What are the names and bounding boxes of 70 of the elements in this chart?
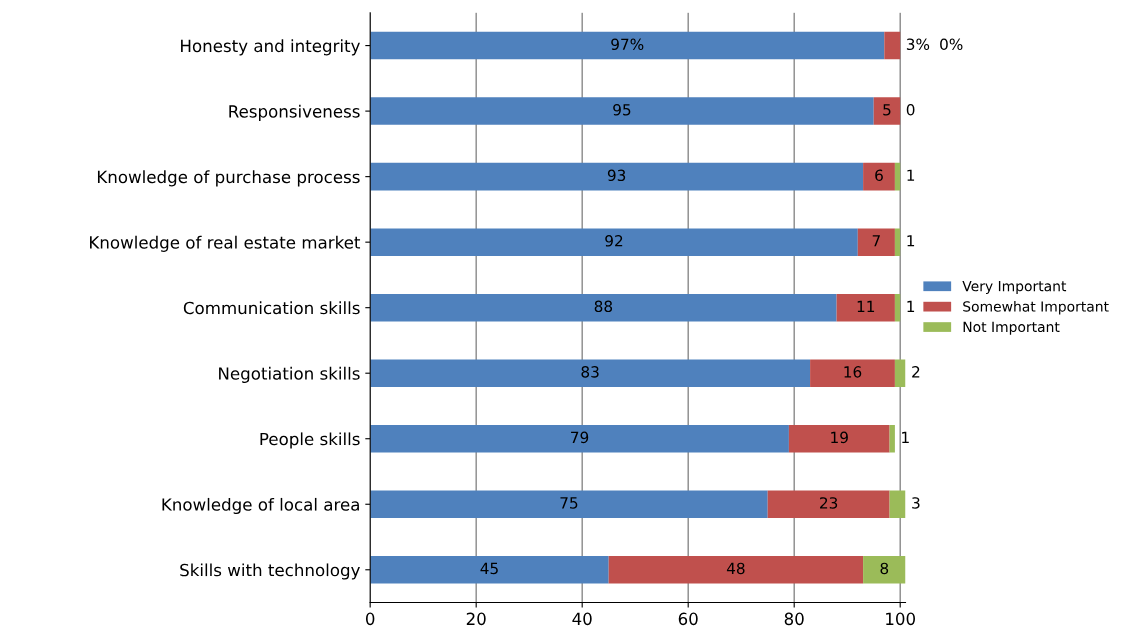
data-label: 48 — [726, 562, 745, 575]
bar — [894, 293, 901, 322]
data-label: 8 — [880, 562, 889, 575]
data-label: 3% — [906, 38, 930, 51]
bar — [370, 31, 885, 60]
bar — [788, 424, 890, 453]
bar — [894, 162, 901, 191]
data-label: 5 — [883, 104, 891, 116]
bar — [370, 228, 858, 256]
bar — [873, 97, 901, 125]
bar — [863, 556, 906, 584]
data-label: 16 — [844, 366, 862, 378]
data-label: 83 — [581, 366, 599, 378]
data-label: 93 — [607, 169, 626, 182]
data-label: 79 — [571, 431, 589, 444]
y-tick-label: Responsiveness — [229, 104, 360, 121]
bar — [863, 162, 895, 191]
bar — [889, 490, 906, 519]
y-tick-label: Communication skills — [183, 301, 360, 315]
bar — [370, 293, 837, 322]
data-label: 11 — [857, 300, 875, 312]
bar — [370, 424, 789, 453]
bar — [370, 490, 768, 519]
bar — [370, 359, 811, 387]
bar — [836, 293, 895, 322]
data-label: 19 — [831, 431, 848, 444]
x-tick-label: 60 — [678, 612, 698, 626]
data-label: 75 — [560, 497, 578, 509]
data-label: 0 — [906, 103, 915, 116]
data-label: 6 — [875, 169, 883, 182]
bar — [767, 490, 890, 519]
data-label: 95 — [613, 103, 631, 116]
x-tick-label: 40 — [572, 612, 592, 626]
bar — [370, 556, 609, 584]
bar — [884, 31, 901, 60]
bar — [370, 97, 874, 125]
bar — [608, 556, 864, 584]
y-tick-label: Honesty and integrity — [181, 39, 360, 56]
data-label: 3 — [912, 497, 920, 509]
data-label: 23 — [820, 497, 838, 509]
data-label: 1 — [907, 169, 915, 181]
bar — [857, 228, 895, 256]
legend-label: Very Important — [962, 281, 1067, 295]
y-tick-label: Knowledge of local area — [162, 497, 359, 515]
legend-label: Not Important — [963, 321, 1060, 335]
y-tick-label: Knowledge of purchase process — [97, 170, 360, 187]
data-label: 88 — [594, 300, 613, 313]
bar — [810, 359, 895, 387]
data-label: 7 — [872, 235, 880, 247]
legend-label: Somewhat Important — [963, 300, 1109, 315]
data-label: 1 — [907, 300, 915, 312]
data-label: 2 — [912, 366, 920, 378]
data-label: 1 — [902, 431, 909, 443]
y-tick-label: Knowledge of real estate market — [90, 235, 361, 252]
data-label: 1 — [907, 235, 915, 247]
data-label: 92 — [605, 235, 623, 247]
x-tick-label: 0 — [365, 612, 375, 626]
x-tick-label: 80 — [784, 612, 804, 626]
y-tick-label: Negotiation skills — [219, 366, 360, 383]
data-label: 45 — [480, 562, 498, 575]
bar — [894, 228, 901, 256]
y-tick-label: Skills with technology — [180, 563, 360, 580]
y-tick-label: People skills — [260, 432, 360, 449]
x-tick-label: 20 — [466, 612, 486, 626]
bar — [894, 359, 906, 387]
data-label: 97% — [611, 38, 644, 51]
data-label: 0% — [940, 38, 963, 51]
x-tick-label: 100 — [886, 612, 915, 626]
bar — [889, 424, 895, 453]
bar — [370, 162, 864, 191]
